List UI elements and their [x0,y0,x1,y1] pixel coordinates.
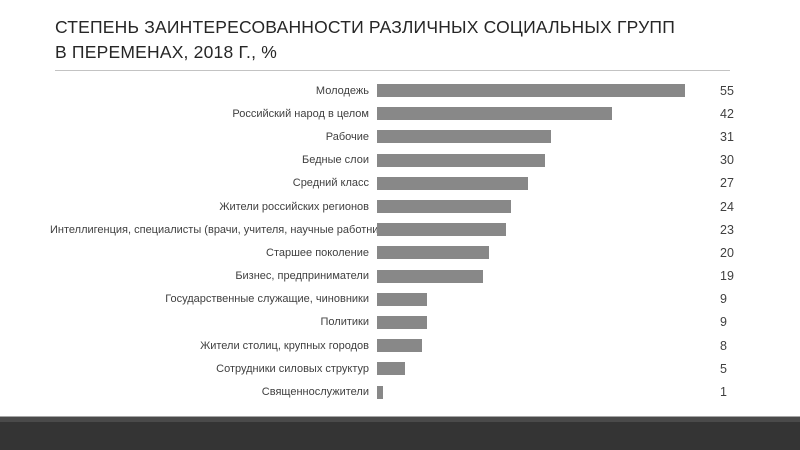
bar-track [377,246,713,260]
bar-track [377,269,713,283]
value-label: 27 [720,176,734,191]
chart-row: Бедные слои 30 [50,149,750,172]
bar-track [377,84,713,98]
bar [377,339,422,353]
chart-row: Священнослужители 1 [50,380,750,403]
chart-row: Рабочие 31 [50,125,750,148]
bar-track [377,130,713,144]
bar [377,130,551,144]
bar-track [377,223,713,237]
value-label: 30 [720,153,734,168]
bar [377,246,489,260]
value-label: 1 [720,385,727,400]
chart-row: Бизнес, предприниматели 19 [50,265,750,288]
category-label: Бизнес, предприниматели [235,270,369,283]
category-label: Жители российских регионов [219,200,369,213]
category-label: Сотрудники силовых структур [216,362,369,375]
bar-track [377,362,713,376]
bar-track [377,153,713,167]
bar [377,84,685,98]
chart-row: Молодежь 55 [50,79,750,102]
bar-chart: Молодежь 55 Российский народ в целом 42 … [50,79,750,404]
bar [377,362,405,376]
category-label: Политики [320,316,370,329]
value-label: 8 [720,338,727,353]
chart-title-line2: В ПЕРЕМЕНАХ, 2018 Г., % [55,42,277,62]
footer-band [0,416,800,450]
value-label: 23 [720,222,734,237]
category-label: Рабочие [325,130,369,143]
bar [377,176,529,190]
bar [377,292,428,306]
value-label: 42 [720,106,734,121]
value-label: 55 [720,83,734,98]
value-label: 5 [720,361,727,376]
chart-row: Российский народ в целом 42 [50,102,750,125]
bar [377,269,484,283]
title-divider [55,70,730,71]
category-label: Российский народ в целом [232,107,369,120]
chart-title: СТЕПЕНЬ ЗАИНТЕРЕСОВАННОСТИ РАЗЛИЧНЫХ СОЦ… [55,15,755,65]
category-label: Бедные слои [302,154,369,167]
category-label: Священнослужители [261,386,369,399]
bar [377,153,545,167]
chart-row: Политики 9 [50,311,750,334]
chart-row: Жители российских регионов 24 [50,195,750,218]
category-label: Молодежь [315,84,369,97]
bar [377,107,613,121]
value-label: 31 [720,129,734,144]
bar-track [377,200,713,214]
bar-track [377,315,713,329]
bar-track [377,385,713,399]
bar [377,385,383,399]
category-label: Жители столиц, крупных городов [200,339,369,352]
chart-row: Средний класс 27 [50,172,750,195]
bar-track [377,107,713,121]
chart-row: Сотрудники силовых структур 5 [50,357,750,380]
chart-row: Государственные служащие, чиновники 9 [50,288,750,311]
bar [377,223,506,237]
value-label: 20 [720,245,734,260]
chart-title-line1: СТЕПЕНЬ ЗАИНТЕРЕСОВАННОСТИ РАЗЛИЧНЫХ СОЦ… [55,17,675,37]
value-label: 9 [720,315,727,330]
category-label: Интеллигенция, специалисты (врачи, учите… [50,223,394,236]
value-label: 24 [720,199,734,214]
chart-row: Жители столиц, крупных городов 8 [50,334,750,357]
chart-row: Интеллигенция, специалисты (врачи, учите… [50,218,750,241]
bar-track [377,176,713,190]
bar [377,200,512,214]
value-label: 9 [720,292,727,307]
category-label: Средний класс [292,177,369,190]
bar [377,315,428,329]
bar-track [377,339,713,353]
chart-row: Старшее поколение 20 [50,241,750,264]
category-label: Старшее поколение [266,246,369,259]
category-label: Государственные служащие, чиновники [165,293,369,306]
value-label: 19 [720,269,734,284]
bar-track [377,292,713,306]
